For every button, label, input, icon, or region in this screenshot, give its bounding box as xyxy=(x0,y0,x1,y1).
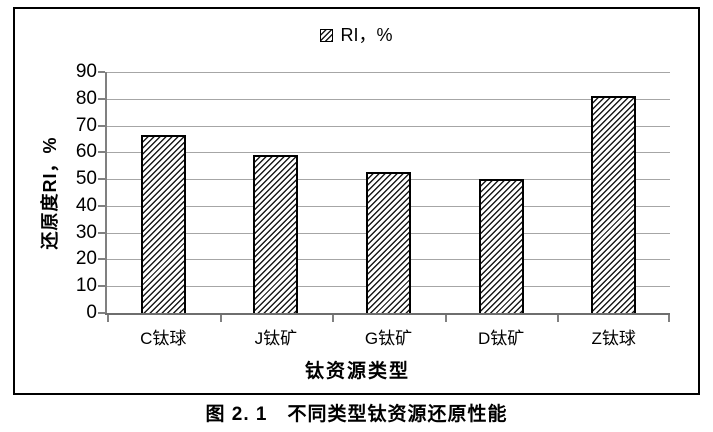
category-label: Z钛球 xyxy=(591,329,636,348)
y-tickmark xyxy=(98,204,105,207)
legend-label: RI，% xyxy=(340,25,393,45)
x-tickmark xyxy=(107,315,109,322)
x-tickmark xyxy=(332,315,335,322)
y-tick-label: 80 xyxy=(75,87,97,109)
x-axis-line xyxy=(105,313,670,315)
y-tick-label: 10 xyxy=(75,275,97,297)
legend: RI，% xyxy=(15,25,698,45)
y-tickmark xyxy=(98,231,105,234)
y-tick-label: 90 xyxy=(75,61,97,82)
y-tick-label: 40 xyxy=(75,194,97,216)
y-tickmark xyxy=(98,178,105,181)
gridline xyxy=(107,152,670,154)
x-tickmark xyxy=(668,315,670,322)
y-tickmark xyxy=(98,258,105,261)
x-tickmark xyxy=(557,315,560,322)
y-tick-label: 60 xyxy=(75,141,97,163)
y-tick-label: 30 xyxy=(75,221,97,243)
y-tickmark xyxy=(98,151,105,154)
plot-area xyxy=(98,71,670,322)
chart-frame: RI，% 还原度RI，% 0 10 20 30 40 50 60 70 80 90 C钛球 J钛矿 G… xyxy=(13,7,700,395)
y-tick-label: 50 xyxy=(75,168,97,190)
bar-5 xyxy=(591,96,637,313)
bar-2 xyxy=(253,155,299,313)
y-axis-line xyxy=(105,72,107,314)
y-tick-label: 20 xyxy=(75,248,97,270)
legend-hatch-swatch-icon xyxy=(320,28,334,42)
y-tickmark xyxy=(98,97,105,100)
category-label: D钛矿 xyxy=(477,329,525,348)
y-tickmark xyxy=(98,312,105,314)
category-label: G钛矿 xyxy=(364,329,413,348)
gridline xyxy=(107,125,670,127)
x-tickmark xyxy=(444,315,447,322)
y-tickmark xyxy=(98,285,105,288)
x-axis-title: 钛资源类型 xyxy=(304,361,410,382)
bar-1 xyxy=(140,134,186,313)
category-label: J钛矿 xyxy=(254,329,298,348)
bar-3 xyxy=(366,172,411,313)
gridline xyxy=(107,98,670,100)
y-tick-label: 0 xyxy=(86,302,97,323)
y-tick-label: 70 xyxy=(75,114,97,136)
gridline xyxy=(107,72,670,73)
bar-4 xyxy=(478,179,524,313)
figure-caption: 图 2. 1 不同类型钛资源还原性能 xyxy=(205,404,508,425)
y-tickmark xyxy=(98,124,105,127)
y-tickmark xyxy=(98,71,105,73)
category-label: C钛球 xyxy=(140,329,187,348)
x-tickmark xyxy=(219,315,222,322)
